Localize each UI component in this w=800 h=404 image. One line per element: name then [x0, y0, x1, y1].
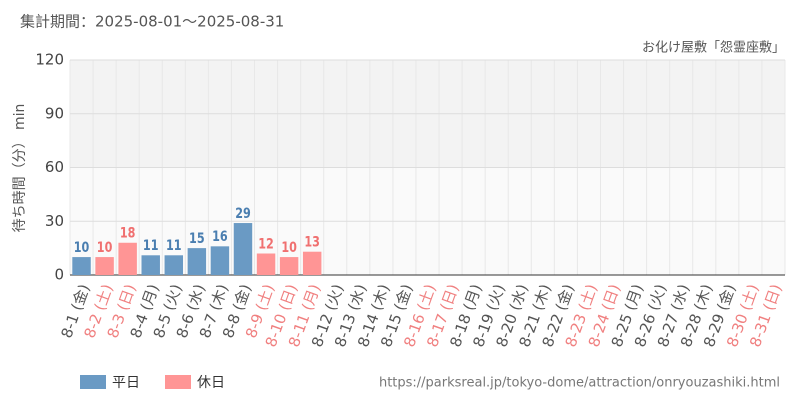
chart-subtitle: 集計期間：2025-08-01～2025-08-31	[20, 13, 284, 31]
bar	[210, 246, 230, 275]
value-label: 16	[212, 228, 228, 245]
value-label: 10	[281, 239, 297, 256]
legend-swatch	[165, 375, 191, 389]
value-label: 29	[235, 205, 251, 222]
y-tick-label: 90	[45, 104, 64, 122]
value-label: 11	[166, 237, 182, 254]
legend-label: 平日	[112, 375, 140, 391]
legend-label: 休日	[197, 375, 225, 391]
value-label: 10	[97, 239, 113, 256]
bar	[164, 255, 184, 275]
bar	[256, 253, 276, 275]
source-url: https://parksreal.jp/tokyo-dome/attracti…	[379, 376, 780, 391]
value-label: 12	[258, 235, 274, 252]
legend-swatch	[80, 375, 106, 389]
bar	[141, 255, 160, 275]
value-label: 18	[120, 224, 136, 241]
value-label: 11	[143, 237, 159, 254]
y-axis-label: 待ち時間（分） min	[12, 104, 28, 233]
bar	[95, 257, 114, 275]
value-label: 13	[304, 233, 320, 250]
y-tick-label: 0	[54, 266, 64, 284]
value-label: 10	[74, 239, 90, 256]
bar	[72, 257, 91, 275]
y-tick-label: 30	[45, 212, 64, 230]
bar	[279, 257, 299, 275]
y-tick-label: 120	[35, 51, 64, 69]
bar	[302, 251, 322, 275]
y-tick-label: 60	[45, 158, 64, 176]
value-label: 15	[189, 230, 205, 247]
bar	[118, 242, 137, 275]
bar	[187, 248, 207, 275]
bar	[233, 223, 253, 275]
chart-title: お化け屋敷「怨霊座敷」	[642, 41, 785, 56]
